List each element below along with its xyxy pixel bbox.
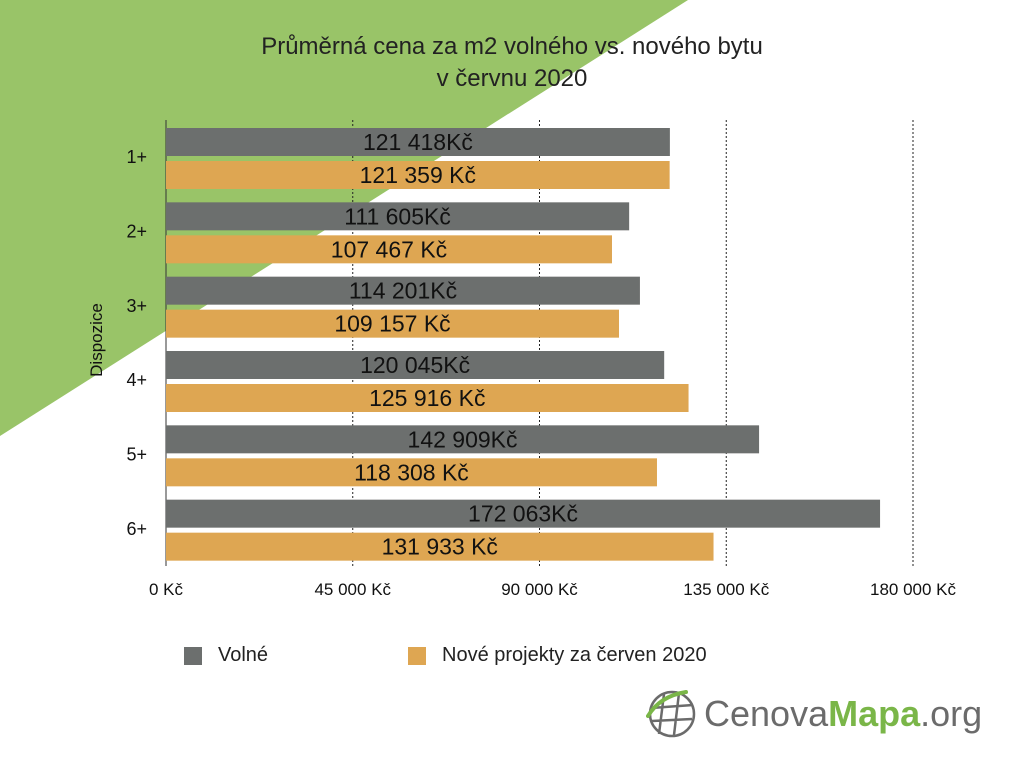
x-tick-label: 135 000 Kč bbox=[683, 580, 770, 599]
data-label: 109 157 Kč bbox=[334, 311, 450, 337]
bar bbox=[166, 458, 657, 487]
bar bbox=[166, 499, 881, 528]
data-label: 172 063Kč bbox=[468, 501, 578, 527]
y-axis-label: Dispozice bbox=[87, 303, 106, 377]
legend-label-volne: Volné bbox=[218, 644, 269, 666]
data-label: 121 418Kč bbox=[363, 129, 473, 155]
y-tick-label: 2+ bbox=[126, 222, 147, 242]
bar bbox=[166, 161, 670, 189]
cenovamapa-logo: CenovaMapa.org bbox=[646, 688, 982, 740]
bar bbox=[166, 128, 670, 156]
bar bbox=[166, 235, 612, 264]
bar bbox=[166, 425, 760, 454]
legend-swatch-nove bbox=[408, 646, 426, 665]
y-tick-label: 4+ bbox=[126, 370, 147, 390]
y-tick-label: 1+ bbox=[126, 147, 147, 167]
logo-text-cenova: Cenova bbox=[704, 693, 829, 734]
bar bbox=[166, 384, 689, 412]
y-tick-label: 6+ bbox=[126, 519, 147, 539]
y-tick-label: 5+ bbox=[126, 445, 147, 465]
x-tick-label: 0 Kč bbox=[149, 580, 184, 599]
x-tick-label: 45 000 Kč bbox=[314, 580, 391, 599]
x-tick-label: 90 000 Kč bbox=[501, 580, 578, 599]
logo-text: CenovaMapa.org bbox=[704, 693, 982, 735]
data-label: 111 605Kč bbox=[344, 203, 451, 229]
x-tick-label: 180 000 Kč bbox=[870, 580, 957, 599]
data-label: 114 201Kč bbox=[349, 278, 457, 304]
data-label: 107 467 Kč bbox=[331, 236, 447, 262]
legend-swatch-volne bbox=[184, 646, 202, 665]
data-label: 142 909Kč bbox=[408, 426, 518, 452]
chart-title-line-2: v červnu 2020 bbox=[436, 65, 588, 92]
legend-item-nove: Nové projekty za červen 2020 bbox=[408, 644, 707, 667]
globe-icon bbox=[646, 690, 696, 738]
data-label: 131 933 Kč bbox=[382, 534, 498, 560]
logo-text-mapa: Mapa bbox=[828, 693, 921, 734]
data-label: 118 308 Kč bbox=[354, 459, 469, 485]
logo-text-org: .org bbox=[920, 693, 983, 734]
legend-label-nove: Nové projekty za červen 2020 bbox=[442, 644, 707, 666]
data-label: 121 359 Kč bbox=[360, 162, 476, 188]
data-label: 120 045Kč bbox=[360, 352, 470, 378]
bar bbox=[166, 309, 620, 338]
legend-item-volne: Volné bbox=[184, 644, 268, 667]
data-label: 125 916 Kč bbox=[369, 385, 485, 411]
y-tick-label: 3+ bbox=[126, 296, 147, 316]
bar bbox=[166, 351, 665, 379]
chart-title-line-1: Průměrná cena za m2 volného vs. nového b… bbox=[261, 33, 763, 60]
bar bbox=[166, 276, 640, 305]
bar bbox=[166, 202, 630, 231]
bar bbox=[166, 532, 714, 561]
